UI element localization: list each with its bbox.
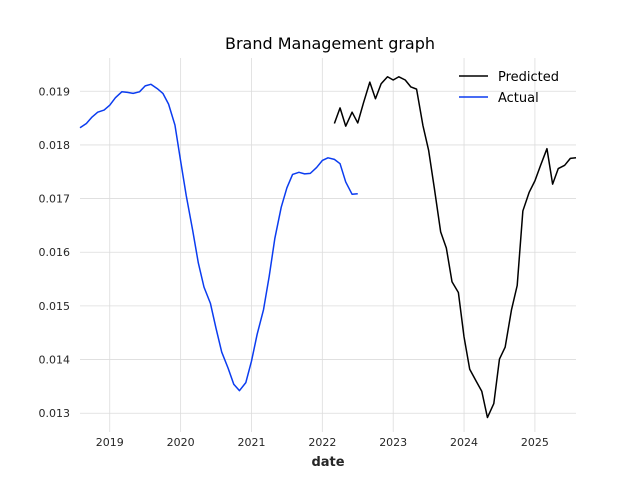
series-line-actual: [79, 83, 358, 392]
legend-label-predicted: Predicted: [498, 70, 559, 85]
chart-title: Brand Management graph: [225, 34, 435, 53]
y-gridlines: [80, 90, 576, 414]
x-tick-label: 2021: [237, 436, 265, 449]
y-tick-label: 0.013: [39, 407, 71, 420]
x-tick-label: 2024: [450, 436, 478, 449]
legend-label-actual: Actual: [498, 91, 539, 106]
series-line-predicted: [333, 76, 577, 419]
y-tick-label: 0.016: [39, 246, 71, 259]
y-tick-label: 0.018: [39, 139, 71, 152]
y-tick-label: 0.017: [39, 193, 71, 206]
x-axis-label: date: [311, 455, 344, 470]
y-tick-labels: 0.013 0.014 0.015 0.016 0.017 0.018 0.019: [39, 85, 71, 420]
x-tick-label: 2022: [308, 436, 336, 449]
x-tick-label: 2025: [521, 436, 549, 449]
y-tick-label: 0.014: [39, 354, 71, 367]
x-tick-labels: 2019 2020 2021 2022 2023 2024 2025: [96, 436, 549, 449]
series-lines: [79, 76, 577, 419]
y-tick-label: 0.019: [39, 85, 71, 98]
legend: Predicted Actual: [459, 70, 559, 106]
x-tick-label: 2020: [167, 436, 195, 449]
x-gridlines: [109, 58, 536, 432]
x-tick-label: 2019: [96, 436, 124, 449]
y-tick-label: 0.015: [39, 300, 71, 313]
x-tick-label: 2023: [379, 436, 407, 449]
